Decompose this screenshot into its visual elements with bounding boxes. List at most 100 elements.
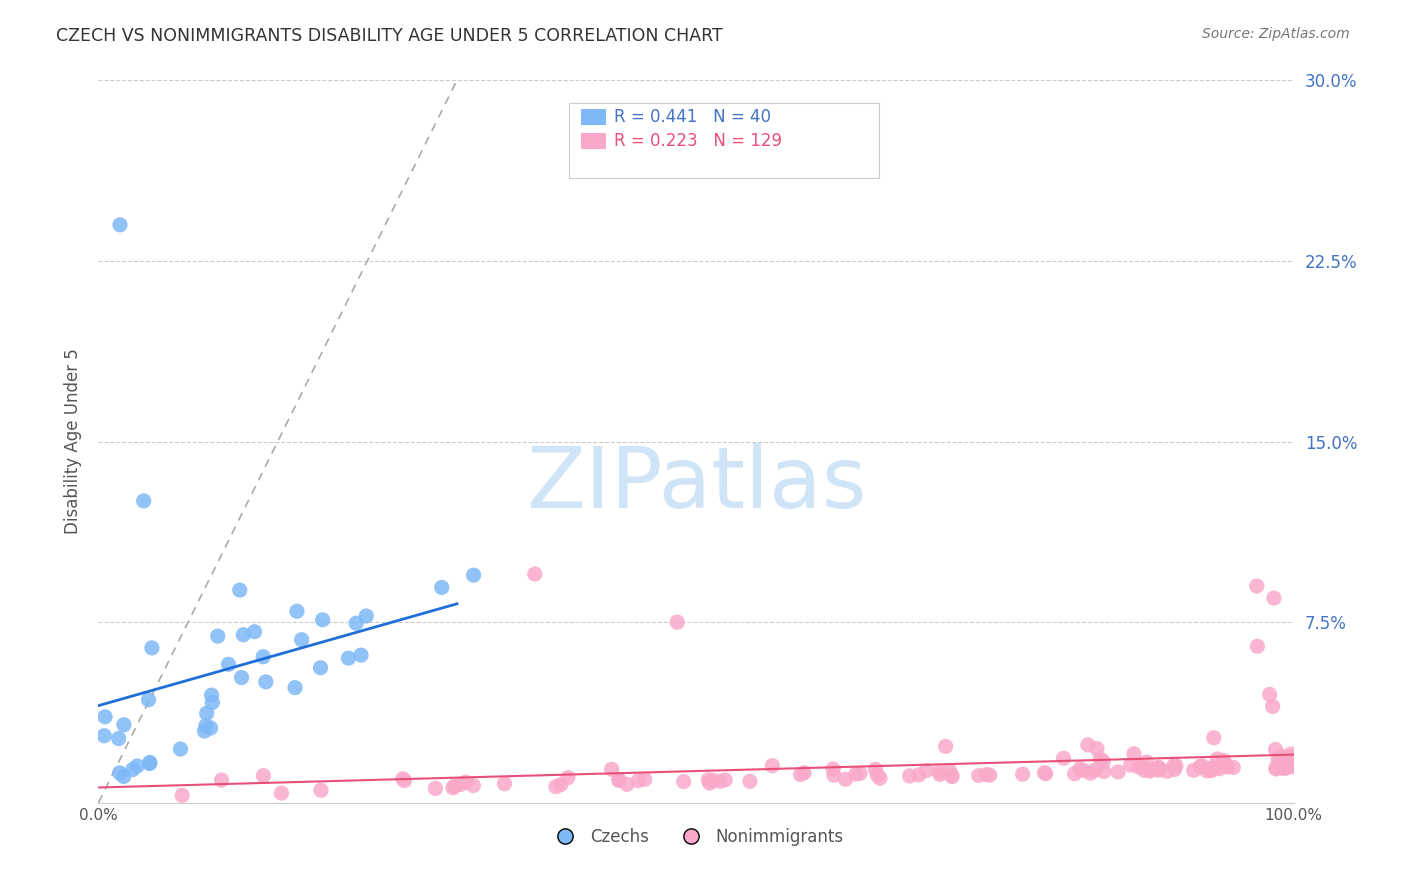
Nonimmigrants <box>793 765 815 780</box>
Czechs <box>344 616 367 631</box>
Nonimmigrants <box>1163 758 1185 772</box>
Nonimmigrants <box>607 772 630 787</box>
Nonimmigrants <box>1063 766 1085 780</box>
Nonimmigrants <box>1206 752 1229 766</box>
Czechs <box>200 721 222 735</box>
Nonimmigrants <box>702 773 724 788</box>
Nonimmigrants <box>709 774 731 789</box>
Nonimmigrants <box>941 770 963 784</box>
Nonimmigrants <box>1212 754 1234 768</box>
Nonimmigrants <box>1216 760 1239 774</box>
Nonimmigrants <box>443 779 465 793</box>
Nonimmigrants <box>309 783 332 797</box>
Nonimmigrants <box>550 778 572 792</box>
Nonimmigrants <box>616 777 638 791</box>
Czechs <box>291 632 314 647</box>
Czechs <box>430 581 453 595</box>
Nonimmigrants <box>834 772 856 787</box>
Nonimmigrants <box>935 739 957 754</box>
Nonimmigrants <box>928 764 950 779</box>
Nonimmigrants <box>1268 756 1291 771</box>
Czechs <box>350 648 373 662</box>
Nonimmigrants <box>1128 760 1150 774</box>
Nonimmigrants <box>1052 751 1074 765</box>
Nonimmigrants <box>392 772 415 786</box>
Nonimmigrants <box>600 762 623 776</box>
Nonimmigrants <box>1270 749 1292 764</box>
Nonimmigrants <box>1282 758 1305 772</box>
Nonimmigrants <box>1033 765 1056 780</box>
Czechs <box>112 717 135 731</box>
Czechs <box>463 568 485 582</box>
Nonimmigrants <box>915 764 938 778</box>
Nonimmigrants <box>869 771 891 785</box>
Nonimmigrants <box>938 764 960 778</box>
Nonimmigrants <box>823 762 845 776</box>
Czechs <box>207 629 229 643</box>
Nonimmigrants <box>1202 731 1225 745</box>
Nonimmigrants <box>1080 766 1102 780</box>
Nonimmigrants <box>1156 764 1178 779</box>
Czechs <box>337 651 360 665</box>
Nonimmigrants <box>845 767 868 781</box>
Nonimmigrants <box>1077 738 1099 752</box>
Nonimmigrants <box>607 773 630 788</box>
Czechs <box>252 649 274 664</box>
Nonimmigrants <box>1281 758 1303 772</box>
Nonimmigrants <box>1212 756 1234 770</box>
Nonimmigrants <box>172 789 194 803</box>
Nonimmigrants <box>1274 761 1296 775</box>
Nonimmigrants <box>1035 766 1057 780</box>
Nonimmigrants <box>866 768 889 782</box>
Czechs <box>311 613 333 627</box>
Nonimmigrants <box>1263 591 1285 605</box>
Czechs <box>141 640 163 655</box>
Nonimmigrants <box>1261 699 1284 714</box>
Nonimmigrants <box>1195 764 1218 778</box>
Czechs <box>132 494 155 508</box>
Czechs <box>108 765 131 780</box>
Nonimmigrants <box>1275 750 1298 764</box>
Nonimmigrants <box>1119 758 1142 772</box>
Nonimmigrants <box>1264 761 1286 775</box>
Nonimmigrants <box>1191 759 1213 773</box>
Nonimmigrants <box>929 767 952 781</box>
Nonimmigrants <box>1282 759 1305 773</box>
Nonimmigrants <box>544 780 567 794</box>
Czechs <box>138 692 160 706</box>
Nonimmigrants <box>789 767 811 781</box>
Nonimmigrants <box>1147 760 1170 774</box>
Nonimmigrants <box>1277 754 1299 768</box>
Nonimmigrants <box>634 772 657 787</box>
Nonimmigrants <box>454 775 477 789</box>
Nonimmigrants <box>1011 767 1033 781</box>
Nonimmigrants <box>1199 764 1222 778</box>
Text: R = 0.223   N = 129: R = 0.223 N = 129 <box>614 132 782 150</box>
Nonimmigrants <box>1282 758 1305 772</box>
Nonimmigrants <box>1088 752 1111 766</box>
Nonimmigrants <box>941 768 963 782</box>
Czechs <box>139 756 162 770</box>
Czechs <box>200 688 222 702</box>
Nonimmigrants <box>1133 764 1156 778</box>
Nonimmigrants <box>270 786 292 800</box>
Czechs <box>243 624 266 639</box>
Nonimmigrants <box>1164 758 1187 772</box>
Czechs <box>285 604 308 618</box>
Nonimmigrants <box>1146 761 1168 775</box>
Nonimmigrants <box>1135 755 1157 769</box>
Nonimmigrants <box>1069 762 1091 776</box>
Legend: Czechs, Nonimmigrants: Czechs, Nonimmigrants <box>541 821 851 852</box>
Czechs <box>309 661 332 675</box>
Nonimmigrants <box>1189 759 1212 773</box>
Czechs <box>169 742 191 756</box>
Nonimmigrants <box>1222 760 1244 774</box>
Czechs <box>218 657 240 672</box>
Nonimmigrants <box>1139 764 1161 778</box>
Nonimmigrants <box>252 769 274 783</box>
Nonimmigrants <box>1278 759 1301 773</box>
Nonimmigrants <box>1278 756 1301 771</box>
Nonimmigrants <box>394 773 416 788</box>
Czechs <box>231 671 253 685</box>
Nonimmigrants <box>1246 639 1268 653</box>
